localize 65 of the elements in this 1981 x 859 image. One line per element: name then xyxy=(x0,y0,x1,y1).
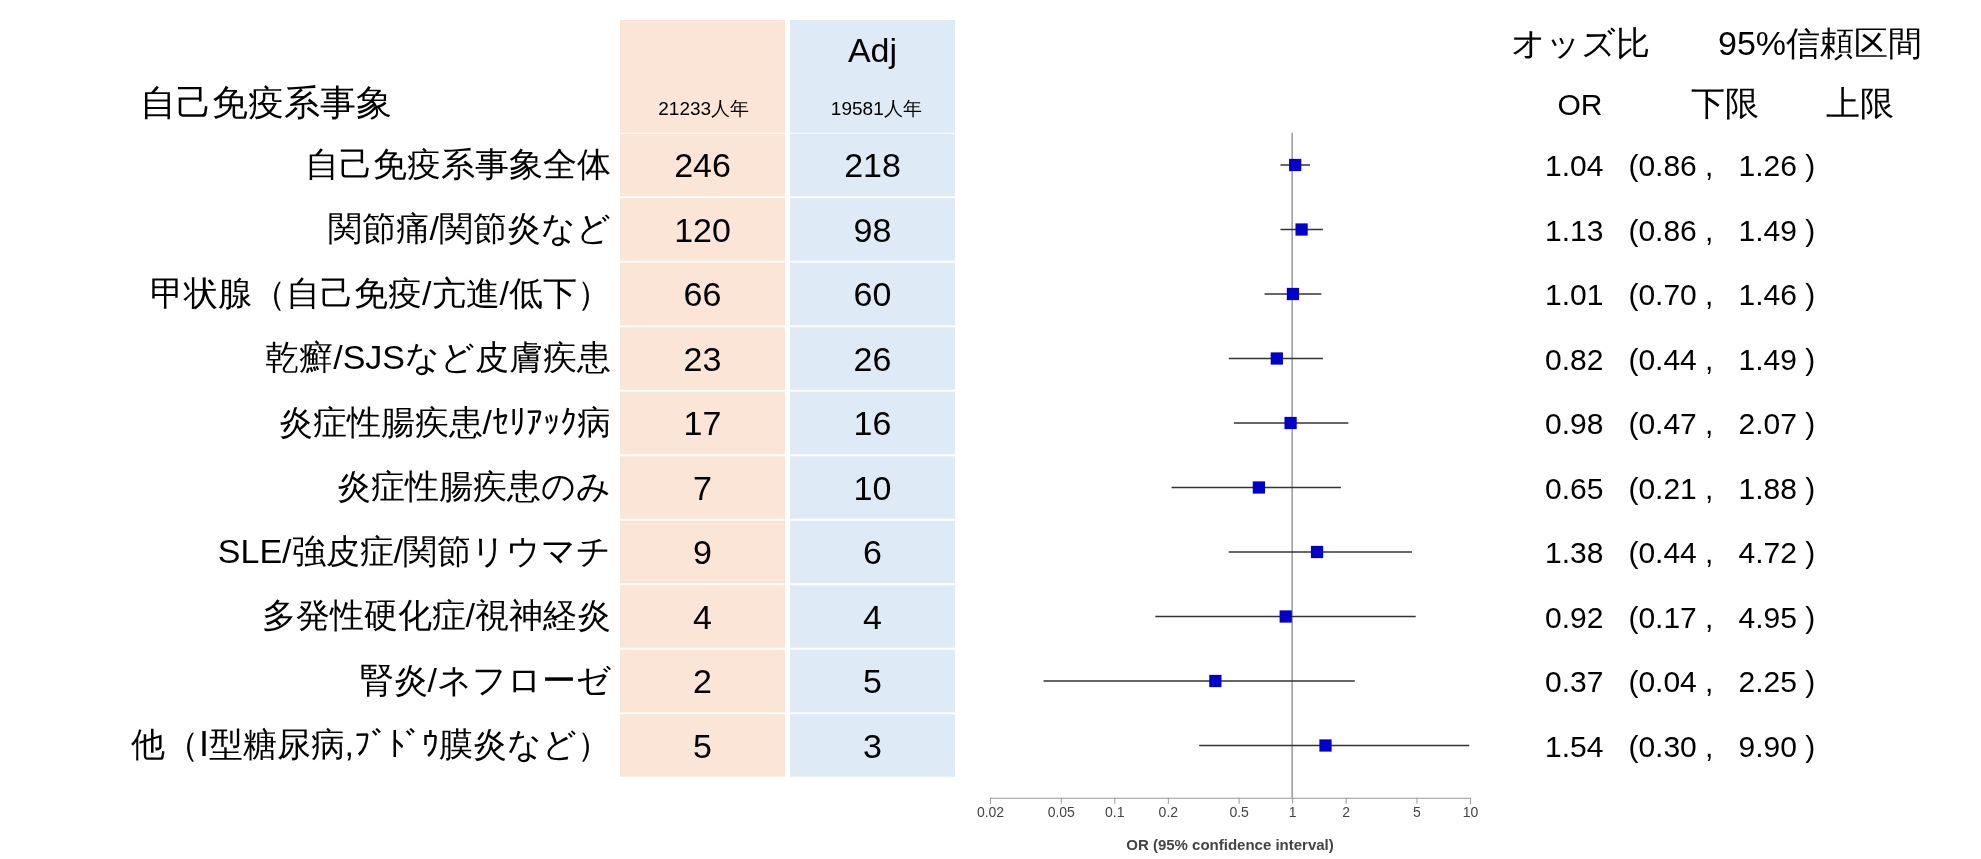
x-tick-label: 0.2 xyxy=(1158,803,1179,820)
x-tick-label: 21233人年 xyxy=(658,98,750,119)
data-label: 1.54 (0.30 , 9.90 ) xyxy=(1545,729,1816,763)
y-axis-title: 自己免疫系事象 xyxy=(140,82,392,123)
data-label: 60 xyxy=(853,275,892,313)
data-label: 0.82 (0.44 , 1.49 ) xyxy=(1545,342,1816,376)
data-label: 120 xyxy=(674,210,731,249)
data-label: 0.37 (0.04 , 2.25 ) xyxy=(1545,665,1816,698)
data-label: 23 xyxy=(683,339,722,378)
y-tick-label: 乾癬/SJSなど皮膚疾患 xyxy=(265,338,611,377)
x-tick-label: 0.02 xyxy=(976,803,1005,820)
data-label: 246 xyxy=(674,146,731,184)
x-tick-label: 0.05 xyxy=(1047,803,1076,820)
y-tick-label: 自己免疫系事象全体 xyxy=(305,144,611,183)
data-label: 2 xyxy=(693,662,712,700)
text: 上限 xyxy=(1826,84,1894,122)
x-axis-title: OR (95% confidence interval) xyxy=(1126,835,1334,853)
data-label: 3 xyxy=(863,726,882,765)
point xyxy=(1284,416,1297,430)
data-label: 4 xyxy=(863,597,882,636)
data-label: 7 xyxy=(693,468,712,507)
data-label: 0.65 (0.21 , 1.88 ) xyxy=(1545,471,1816,505)
x-tick-label: 1 xyxy=(1288,803,1297,820)
data-label: 66 xyxy=(683,275,722,313)
y-tick-label: 甲状腺（自己免疫/亢進/低下） xyxy=(150,273,611,312)
x-tick-label: 10 xyxy=(1462,803,1479,820)
text: オッズ比 xyxy=(1510,24,1650,62)
y-tick-label: 多発性硬化症/視神経炎 xyxy=(261,596,611,635)
data-label: 16 xyxy=(853,404,892,442)
text: OR xyxy=(1557,88,1603,121)
x-tick-label: 0.5 xyxy=(1229,803,1250,820)
y-tick-label: 炎症性腸疾患/ｾﾘｱｯｸ病 xyxy=(278,402,611,441)
data-label: 17 xyxy=(683,404,722,442)
text: 下限 xyxy=(1691,84,1759,122)
data-label: 98 xyxy=(853,210,892,249)
data-label: 9 xyxy=(693,533,712,571)
data-label: 26 xyxy=(853,339,892,378)
x-tick-label: 2 xyxy=(1342,803,1351,820)
data-label: 218 xyxy=(844,146,901,184)
x-tick-label: 5 xyxy=(1413,803,1422,820)
y-tick-label: 炎症性腸疾患のみ xyxy=(337,467,611,506)
x-tick-label: 0.1 xyxy=(1105,803,1125,820)
data-label: 1.13 (0.86 , 1.49 ) xyxy=(1545,213,1816,247)
data-label: 0.98 (0.47 , 2.07 ) xyxy=(1545,407,1816,440)
point xyxy=(1279,610,1292,623)
data-label: 4 xyxy=(693,597,712,636)
data-label: 0.92 (0.17 , 4.95 ) xyxy=(1545,600,1816,634)
y-tick-label: 腎炎/ネフローゼ xyxy=(359,660,611,699)
data-label: 10 xyxy=(853,468,892,507)
data-label: 1.04 (0.86 , 1.26 ) xyxy=(1545,149,1816,182)
x-tick-label: 19581人年 xyxy=(830,98,922,119)
data-label: 6 xyxy=(863,533,882,571)
y-tick-label: 関節痛/関節炎など xyxy=(327,209,611,248)
data-label: 1.01 (0.70 , 1.46 ) xyxy=(1545,278,1816,311)
point xyxy=(1270,352,1283,365)
data-label: 1.38 (0.44 , 4.72 ) xyxy=(1545,536,1816,569)
point xyxy=(1295,223,1308,236)
text: Adj xyxy=(847,31,898,69)
y-tick-label: SLE/強皮症/関節リウマチ xyxy=(217,531,611,570)
point xyxy=(1289,158,1302,172)
y-tick-label: 他（Ⅰ型糖尿病,ﾌﾞﾄﾞｳ膜炎など） xyxy=(130,725,611,764)
data-label: 5 xyxy=(693,726,712,765)
point xyxy=(1286,287,1300,301)
data-label: 5 xyxy=(863,662,882,700)
text: 95%信頼区間 xyxy=(1717,24,1923,62)
